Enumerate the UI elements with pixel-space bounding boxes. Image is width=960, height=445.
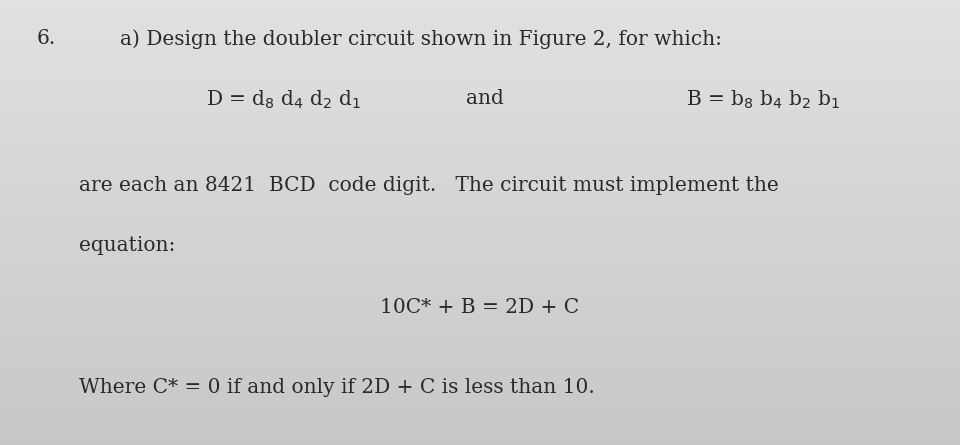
Text: 10C* + B = 2D + C: 10C* + B = 2D + C: [380, 298, 580, 317]
Text: equation:: equation:: [79, 236, 175, 255]
Text: and: and: [466, 89, 504, 108]
Text: 6.: 6.: [36, 29, 56, 48]
Text: a) Design the doubler circuit shown in Figure 2, for which:: a) Design the doubler circuit shown in F…: [120, 29, 722, 49]
Text: Where C* = 0 if and only if 2D + C is less than 10.: Where C* = 0 if and only if 2D + C is le…: [79, 378, 594, 397]
Text: B = b$_8$ b$_4$ b$_2$ b$_1$: B = b$_8$ b$_4$ b$_2$ b$_1$: [686, 89, 841, 111]
Text: are each an 8421  BCD  code digit.   The circuit must implement the: are each an 8421 BCD code digit. The cir…: [79, 176, 779, 195]
Text: D = d$_8$ d$_4$ d$_2$ d$_1$: D = d$_8$ d$_4$ d$_2$ d$_1$: [206, 89, 362, 111]
